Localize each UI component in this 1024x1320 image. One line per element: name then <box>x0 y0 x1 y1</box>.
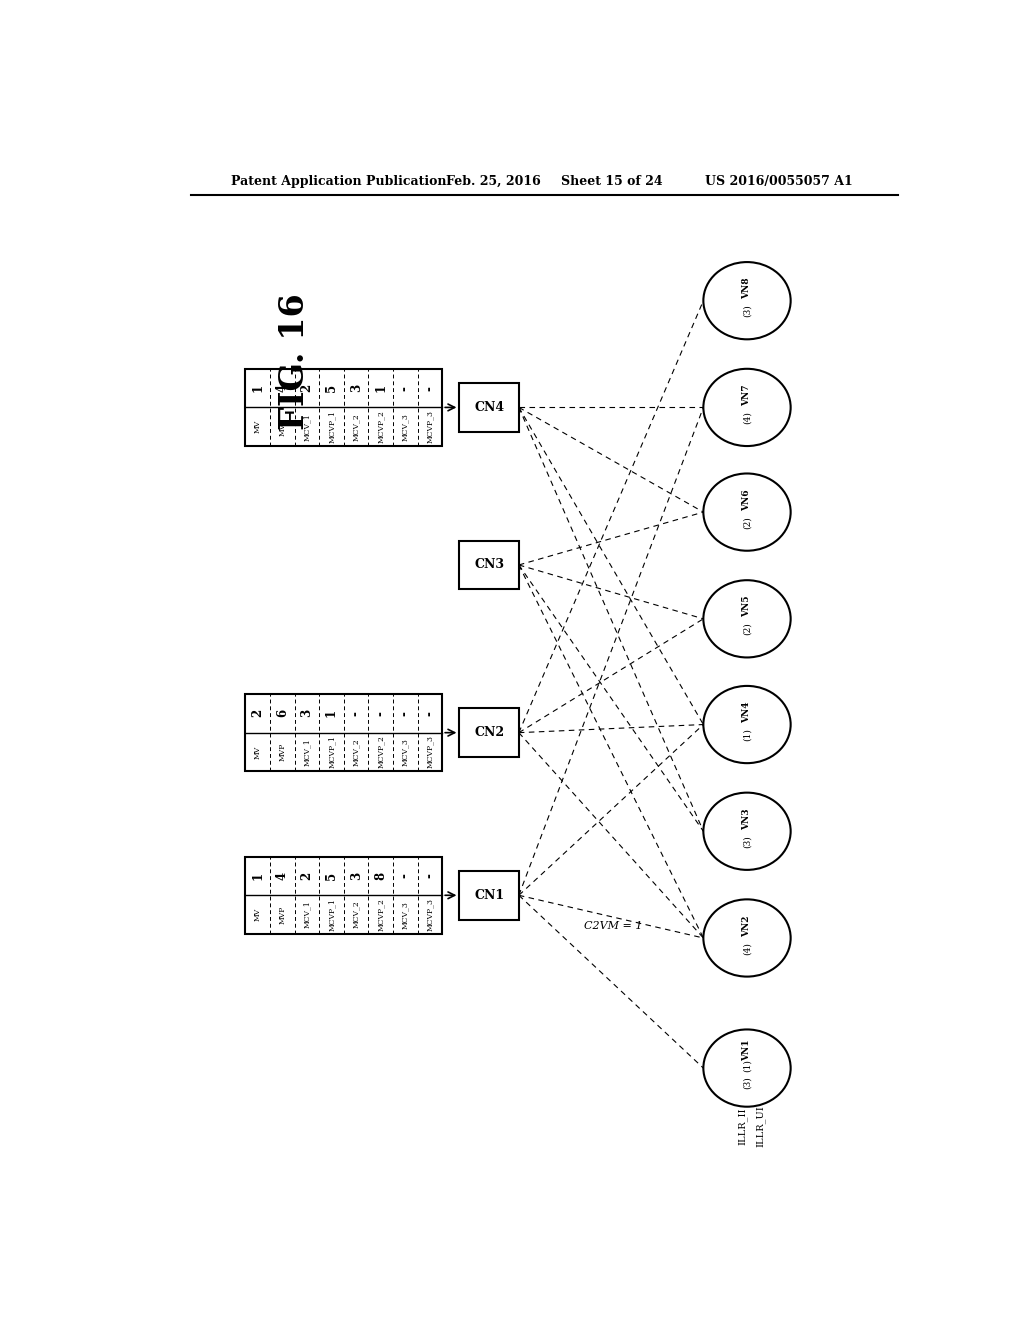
Text: MCVP_1: MCVP_1 <box>328 735 336 768</box>
Text: VN2: VN2 <box>742 915 752 936</box>
Text: MVP: MVP <box>279 906 287 924</box>
Text: 5: 5 <box>325 873 338 880</box>
Text: -: - <box>399 711 412 715</box>
Text: CN4: CN4 <box>474 401 504 414</box>
Bar <box>246 368 442 446</box>
Text: VN7: VN7 <box>742 384 752 407</box>
Text: Patent Application Publication: Patent Application Publication <box>231 176 446 187</box>
Text: US 2016/0055057 A1: US 2016/0055057 A1 <box>705 176 853 187</box>
Text: -: - <box>424 874 436 878</box>
Text: 3: 3 <box>349 871 362 880</box>
Text: 1: 1 <box>325 709 338 717</box>
Text: Feb. 25, 2016: Feb. 25, 2016 <box>445 176 541 187</box>
Bar <box>460 871 519 920</box>
Text: 1: 1 <box>374 384 387 392</box>
Text: MVP: MVP <box>279 417 287 436</box>
Text: 4: 4 <box>275 873 289 880</box>
Text: -: - <box>399 874 412 878</box>
Text: 1: 1 <box>251 384 264 392</box>
Text: MCVP_2: MCVP_2 <box>377 898 385 931</box>
Text: -: - <box>424 711 436 715</box>
Bar <box>246 694 442 771</box>
Bar <box>460 383 519 432</box>
Text: MCVP_2: MCVP_2 <box>377 735 385 768</box>
Text: CN2: CN2 <box>474 726 504 739</box>
Text: MCV_1: MCV_1 <box>303 413 311 441</box>
Text: (4): (4) <box>742 411 752 424</box>
Text: (2): (2) <box>742 516 752 528</box>
Text: MCV_2: MCV_2 <box>352 900 360 928</box>
Text: 2: 2 <box>300 384 313 392</box>
Text: MCV_1: MCV_1 <box>303 900 311 928</box>
Text: (2): (2) <box>742 623 752 635</box>
Bar <box>460 709 519 758</box>
Text: 6: 6 <box>275 709 289 717</box>
Bar <box>460 541 519 589</box>
Text: MV: MV <box>254 746 262 759</box>
Text: MCVP_1: MCVP_1 <box>328 898 336 931</box>
Text: VN5: VN5 <box>742 595 752 618</box>
Text: MV: MV <box>254 908 262 921</box>
Text: MCV_3: MCV_3 <box>401 738 410 766</box>
Text: MCVP_1: MCVP_1 <box>328 411 336 444</box>
Text: 3: 3 <box>349 384 362 392</box>
Text: -: - <box>349 711 362 715</box>
Text: -: - <box>399 385 412 391</box>
Text: MCVP_3: MCVP_3 <box>426 898 434 931</box>
Text: ILLR_II: ILLR_II <box>738 1107 748 1144</box>
Text: 1: 1 <box>251 873 264 880</box>
Text: VN1: VN1 <box>742 1039 752 1060</box>
Text: Sheet 15 of 24: Sheet 15 of 24 <box>561 176 663 187</box>
Text: VN8: VN8 <box>742 277 752 300</box>
Text: 8: 8 <box>374 873 387 880</box>
Text: 2: 2 <box>300 871 313 880</box>
Text: (3): (3) <box>742 305 752 317</box>
Text: MCV_3: MCV_3 <box>401 413 410 441</box>
Text: MV: MV <box>254 420 262 433</box>
Text: MCV_1: MCV_1 <box>303 738 311 766</box>
Text: MCVP_3: MCVP_3 <box>426 411 434 444</box>
Text: 2: 2 <box>251 709 264 718</box>
Text: MCVP_3: MCVP_3 <box>426 735 434 768</box>
Text: (3): (3) <box>742 836 752 847</box>
Text: MCVP_2: MCVP_2 <box>377 411 385 444</box>
Text: C2VM = 1: C2VM = 1 <box>585 921 643 931</box>
Bar <box>246 857 442 935</box>
Text: -: - <box>374 711 387 715</box>
Text: MCV_2: MCV_2 <box>352 738 360 766</box>
Text: -: - <box>424 385 436 391</box>
Text: CN3: CN3 <box>474 558 504 572</box>
Text: (1): (1) <box>742 1060 752 1072</box>
Text: 3: 3 <box>300 709 313 718</box>
Text: MCV_2: MCV_2 <box>352 413 360 441</box>
Text: CN1: CN1 <box>474 888 504 902</box>
Text: (1): (1) <box>742 729 752 741</box>
Text: VN3: VN3 <box>742 808 752 830</box>
Text: MCV_3: MCV_3 <box>401 900 410 928</box>
Text: (4): (4) <box>742 941 752 954</box>
Text: 5: 5 <box>325 384 338 392</box>
Text: 4: 4 <box>275 384 289 392</box>
Text: FIG. 16: FIG. 16 <box>279 293 311 430</box>
Text: ILLR_UI: ILLR_UI <box>756 1105 765 1147</box>
Text: (3): (3) <box>742 1076 752 1089</box>
Text: MVP: MVP <box>279 743 287 762</box>
Text: VN6: VN6 <box>742 490 752 511</box>
Text: VN4: VN4 <box>742 702 752 723</box>
